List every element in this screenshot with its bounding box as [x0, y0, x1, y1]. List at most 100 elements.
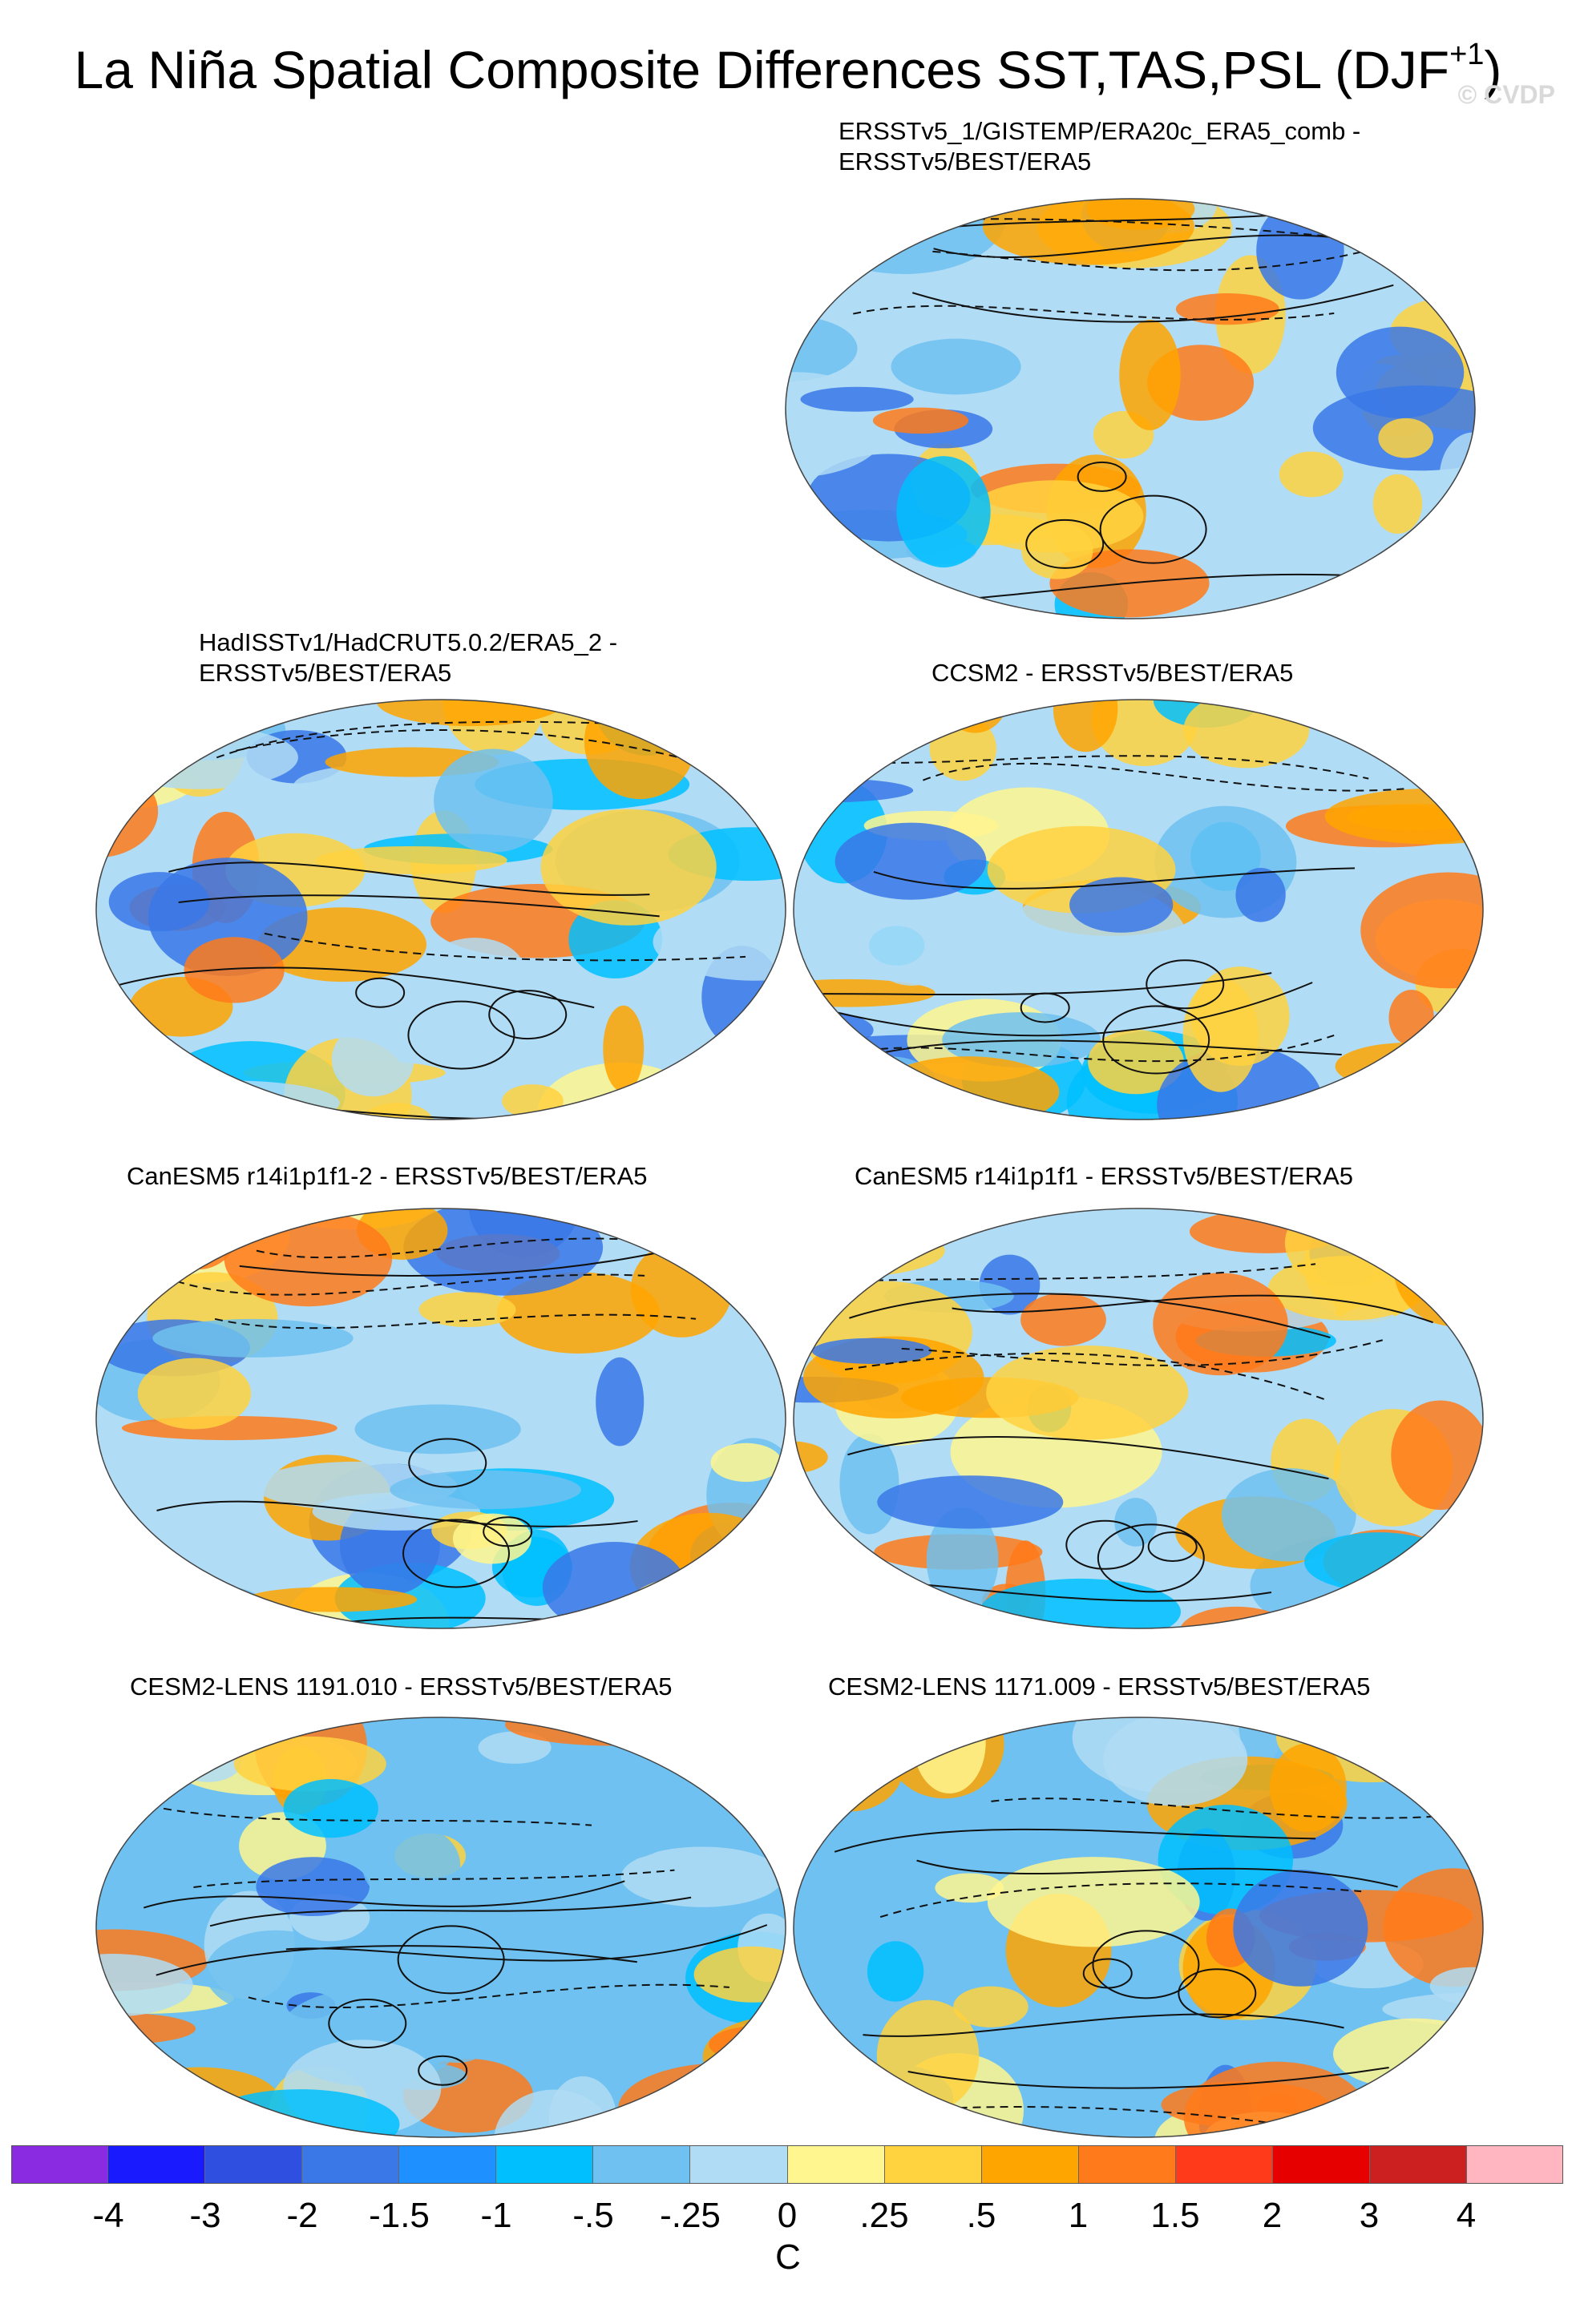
psl-contour: [1020, 992, 1070, 1023]
psl-contour: [285, 1924, 768, 1962]
colorbar-box: [592, 2145, 690, 2184]
map-panel-canesm5-2: [95, 1208, 786, 1629]
psl-contour: [794, 972, 1272, 996]
panel-title-cesm2-1171: CESM2-LENS 1171.009 - ERSSTv5/BEST/ERA5: [828, 1672, 1371, 1701]
anomaly-region: [1333, 2018, 1483, 2090]
anomaly-region: [965, 480, 1144, 553]
anomaly-region: [620, 1846, 784, 1907]
figure-title: La Niña Spatial Composite Differences SS…: [0, 22, 1576, 102]
anomaly-region: [802, 199, 875, 250]
anomaly-region: [710, 1442, 782, 1483]
colorbar-box: [1174, 2145, 1272, 2184]
anomaly-region: [751, 1769, 786, 1794]
anomaly-region: [867, 1941, 924, 2002]
psl-contour: [847, 1436, 1329, 1480]
anomaly-region: [1324, 788, 1483, 845]
psl-contour: [110, 1795, 592, 1826]
anomaly-region: [540, 809, 717, 926]
anomaly-region: [603, 1005, 645, 1092]
psl-contour: [248, 1983, 729, 2008]
anomaly-region: [494, 2089, 614, 2137]
anomaly-region: [891, 338, 1021, 395]
psl-contour: [830, 982, 1313, 1037]
anomaly-region: [1360, 872, 1483, 989]
psl-contour: [236, 729, 717, 769]
anomaly-region: [434, 748, 553, 853]
anomaly-region: [152, 1318, 354, 1358]
colorbar-tick-label: 2: [1262, 2196, 1283, 2235]
anomaly-region: [1020, 1293, 1106, 1346]
psl-contour: [156, 1945, 637, 1976]
map-outline: [95, 1717, 786, 2138]
anomaly-region: [800, 1838, 994, 1878]
map-outline: [793, 1208, 1484, 1629]
psl-contour: [408, 1438, 487, 1488]
anomaly-region: [354, 1404, 521, 1455]
panel-title-canesm5: CanESM5 r14i1p1f1 - ERSSTv5/BEST/ERA5: [855, 1162, 1353, 1190]
colorbar-tick-label: -1.5: [369, 2196, 430, 2235]
psl-contour: [932, 236, 1414, 272]
anomaly-region: [283, 1779, 378, 1838]
anomaly-region: [376, 700, 566, 727]
colorbar-box: [689, 2145, 787, 2184]
anomaly-region: [1103, 1717, 1248, 1806]
anomaly-region: [666, 2103, 775, 2137]
anomaly-region: [877, 1475, 1064, 1529]
panel-title-line1: HadISSTv1/HadCRUT5.0.2/ERA5_2 -: [199, 628, 618, 656]
anomaly-region: [1279, 451, 1344, 498]
anomaly-region: [1069, 877, 1174, 933]
anomaly-region: [1190, 966, 1290, 1067]
psl-contour: [163, 1273, 645, 1296]
anomaly-region: [1175, 293, 1279, 325]
anomaly-region: [653, 902, 786, 981]
psl-contour: [214, 1313, 697, 1329]
colorbar-box: [11, 2145, 108, 2184]
anomaly-region: [256, 1857, 370, 1917]
anomaly-region: [390, 1470, 581, 1510]
colorbar-box: [1465, 2145, 1563, 2184]
anomaly-region: [811, 1338, 932, 1364]
anomaly-region: [872, 407, 969, 434]
anomaly-region: [1021, 522, 1093, 579]
anomaly-region: [798, 1719, 904, 1812]
anomaly-region: [100, 725, 298, 789]
psl-contour: [907, 2066, 1389, 2089]
anomaly-region: [987, 1857, 1200, 1947]
psl-contour: [239, 1237, 721, 1277]
colorbar-box: [1368, 2145, 1466, 2184]
anomaly-region: [596, 1357, 645, 1446]
colorbar-box: [398, 2145, 496, 2184]
anomaly-region: [184, 937, 285, 1003]
anomaly-region: [794, 1441, 828, 1474]
anomaly-region: [858, 869, 966, 986]
anomaly-region: [1378, 418, 1434, 458]
panel-title-line1: ERSSTv5_1/GISTEMP/ERA20c_ERA5_comb -: [839, 117, 1361, 145]
anomaly-region: [1183, 2061, 1369, 2137]
anomaly-region: [1361, 543, 1475, 619]
psl-contour: [863, 2013, 1344, 2037]
psl-contour: [143, 1880, 625, 1909]
anomaly-region: [1427, 1560, 1483, 1628]
figure-title-text: La Niña Spatial Composite Differences SS…: [74, 40, 1450, 99]
anomaly-region: [935, 1873, 1004, 1903]
panel-title-ersst-comb: ERSSTv5_1/GISTEMP/ERA20c_ERA5_comb - ERS…: [839, 116, 1360, 177]
colorbar-tick-label: 1: [1068, 2196, 1089, 2235]
psl-contour: [355, 977, 406, 1008]
anomaly-region: [575, 2109, 757, 2137]
psl-contour: [256, 1237, 738, 1259]
colorbar-tick-label: 0: [777, 2196, 798, 2235]
colorbar-tick-label: -.5: [572, 2196, 614, 2235]
panel-title-ccsm2: CCSM2 - ERSSTv5/BEST/ERA5: [931, 659, 1294, 687]
colorbar-box: [883, 2145, 981, 2184]
map-panel-cesm2-1191: [95, 1717, 786, 2138]
anomaly-region: [1235, 868, 1286, 922]
anomaly-region: [1400, 2092, 1483, 2118]
anomaly-region: [478, 1731, 552, 1764]
psl-contour: [952, 1294, 1433, 1324]
colorbar-box: [107, 2145, 205, 2184]
anomaly-region: [1391, 1400, 1483, 1511]
anomaly-region: [834, 822, 987, 900]
colorbar-tick-label: .5: [966, 2196, 996, 2235]
colorbar-tick-label: 3: [1359, 2196, 1380, 2235]
psl-contour: [1178, 1968, 1257, 2019]
